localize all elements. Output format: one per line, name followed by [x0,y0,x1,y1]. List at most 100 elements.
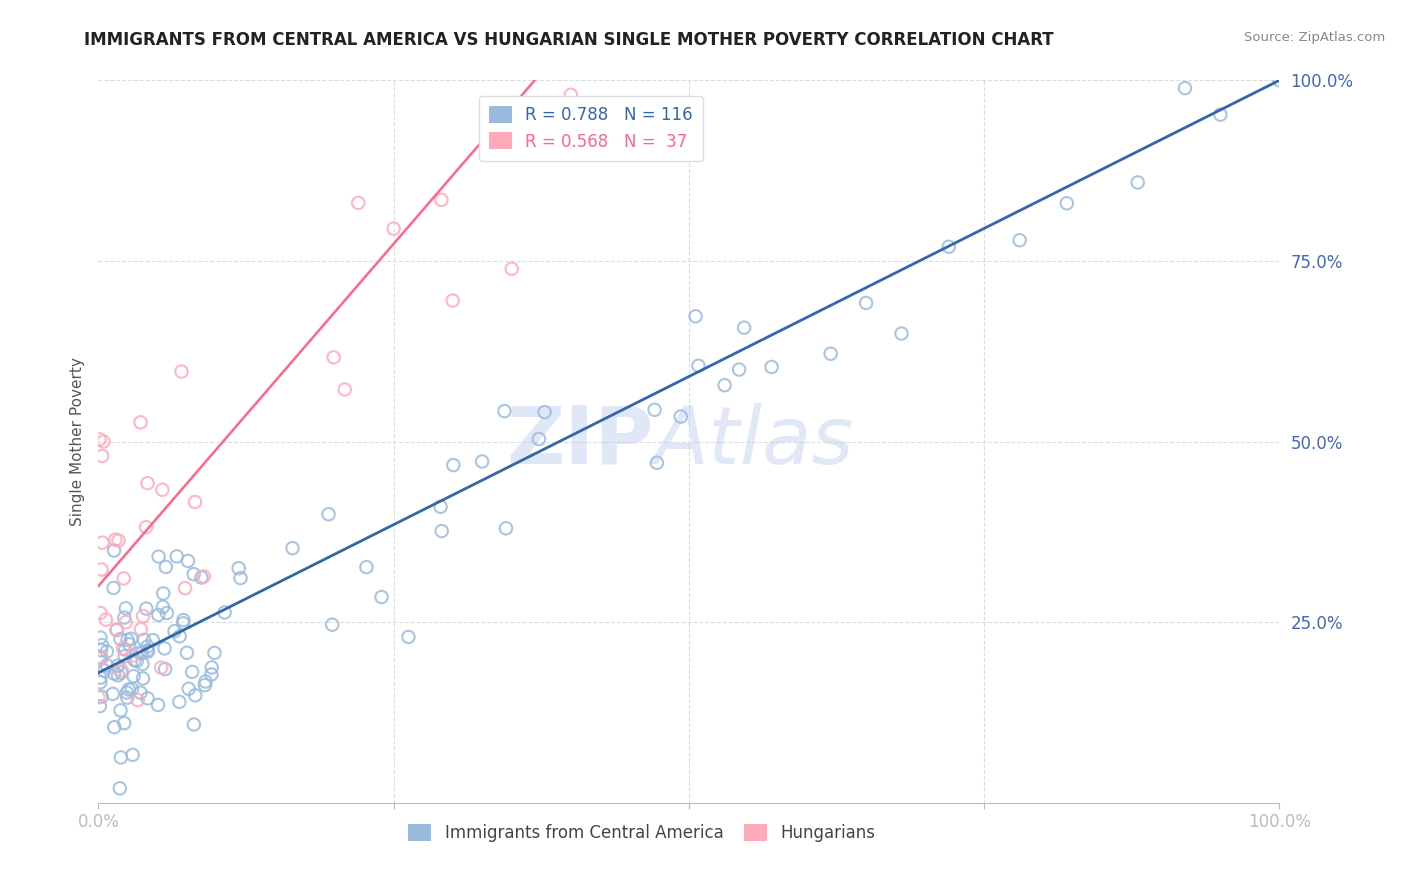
Point [176,646,198,660]
Point [114,615,136,630]
Point [89,671,111,685]
Text: ZIP: ZIP [506,402,654,481]
Point [135,601,157,615]
Point [110,632,132,646]
Point [111,641,134,656]
Text: Atlas: Atlas [654,402,853,481]
Point [644,402,666,417]
Point [110,750,132,764]
Point [122,669,145,683]
Point [181,665,204,679]
Point [136,691,159,706]
Point [153,641,176,656]
Point [127,693,149,707]
Point [1268,73,1291,87]
Point [129,415,152,429]
Point [645,456,668,470]
Legend: Immigrants from Central America, Hungarians: Immigrants from Central America, Hungari… [402,817,882,848]
Point [89,433,111,447]
Point [229,571,252,585]
Point [89,651,111,665]
Point [101,687,124,701]
Point [333,383,356,397]
Point [855,296,877,310]
Point [172,613,194,627]
Point [733,320,755,334]
Point [713,378,735,392]
Point [761,359,783,374]
Point [134,632,156,647]
Point [107,668,129,682]
Point [430,193,453,207]
Point [87,690,110,705]
Point [201,660,224,674]
Point [177,681,200,696]
Point [146,698,169,712]
Point [118,637,141,651]
Point [163,624,186,639]
Point [93,664,115,678]
Point [132,672,155,686]
Point [321,617,343,632]
Point [214,606,236,620]
Point [114,601,136,615]
Point [194,674,217,689]
Point [105,623,128,637]
Point [669,409,692,424]
Point [112,610,135,624]
Point [90,690,112,704]
Point [89,699,111,714]
Point [685,310,707,324]
Point [153,662,176,676]
Point [94,613,117,627]
Point [136,640,159,654]
Point [103,666,125,681]
Point [89,606,111,620]
Point [114,642,136,657]
Point [1126,176,1149,190]
Point [177,554,200,568]
Point [96,644,118,658]
Point [184,495,207,509]
Point [105,623,128,637]
Point [318,507,340,521]
Point [194,678,217,692]
Point [152,586,174,600]
Point [103,720,125,734]
Point [820,347,842,361]
Point [1174,81,1197,95]
Point [148,607,170,622]
Point [1056,196,1078,211]
Point [183,717,205,731]
Point [370,590,392,604]
Point [200,667,222,681]
Point [135,520,157,534]
Point [170,365,193,379]
Point [322,351,344,365]
Point [136,643,159,657]
Point [1209,108,1232,122]
Point [121,648,143,663]
Point [115,690,138,705]
Point [124,653,146,667]
Point [142,633,165,648]
Point [132,609,155,624]
Point [184,688,207,702]
Point [441,458,464,472]
Point [148,549,170,564]
Point [103,581,125,595]
Point [281,541,304,556]
Text: Source: ZipAtlas.com: Source: ZipAtlas.com [1244,31,1385,45]
Point [501,261,523,276]
Point [396,630,419,644]
Point [150,660,173,674]
Point [96,658,118,673]
Point [533,405,555,419]
Point [382,221,405,235]
Point [169,629,191,643]
Point [156,606,179,620]
Point [495,521,517,535]
Point [89,631,111,645]
Point [347,195,370,210]
Point [204,646,226,660]
